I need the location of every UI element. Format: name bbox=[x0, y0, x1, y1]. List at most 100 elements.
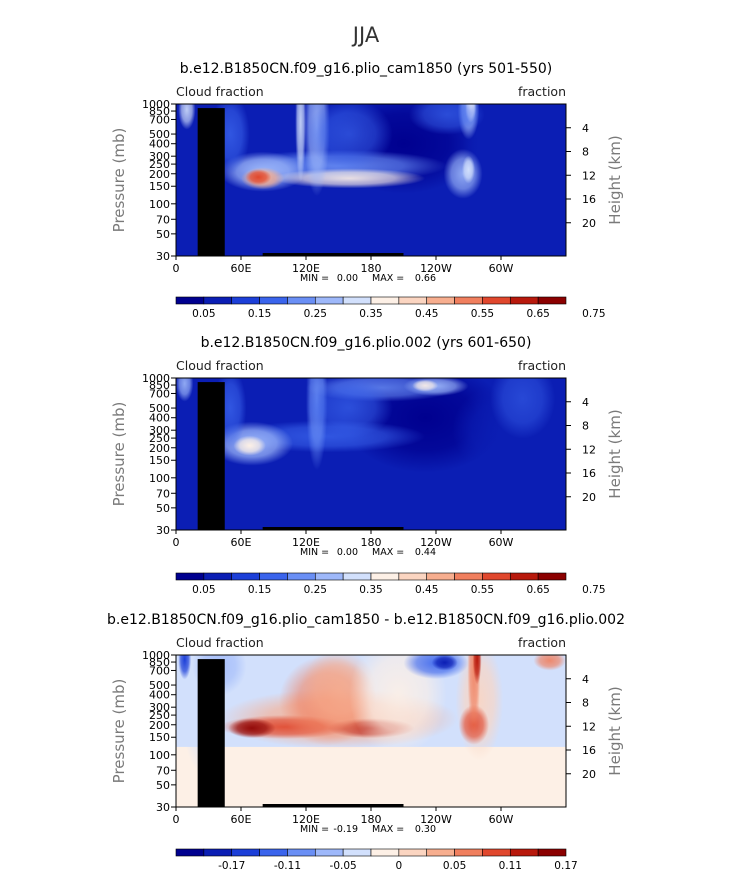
colorbar-label: 0.65 bbox=[526, 584, 549, 596]
min-value: 0.00 bbox=[337, 547, 358, 558]
contour-region bbox=[295, 104, 306, 183]
colorbar-swatch bbox=[314, 572, 344, 581]
colorbar-label: 0.05 bbox=[192, 584, 215, 596]
y-tick-label: 850 bbox=[149, 656, 170, 669]
y-tick-label: 150 bbox=[149, 454, 170, 467]
colorbar-swatch bbox=[398, 296, 428, 305]
topography bbox=[262, 804, 404, 807]
colorbar-label: 0.05 bbox=[192, 308, 215, 320]
colorbar-swatch bbox=[259, 572, 288, 581]
y-tick-label: 200 bbox=[149, 442, 170, 455]
y-tick-label: 300 bbox=[149, 150, 170, 163]
height-tick-label: 20 bbox=[582, 217, 596, 230]
y-tick-label: 150 bbox=[149, 180, 170, 193]
height-tick-label: 4 bbox=[582, 396, 589, 409]
colorbar-swatch bbox=[454, 848, 483, 857]
y-tick-label: 1000 bbox=[142, 98, 170, 111]
colorbar-label: 0.11 bbox=[499, 860, 522, 872]
colorbar-label: 0.35 bbox=[359, 308, 382, 320]
colorbar-swatch bbox=[454, 572, 483, 581]
x-tick-label: 60E bbox=[231, 536, 252, 549]
y-tick-label: 200 bbox=[149, 168, 170, 181]
colorbar-swatch bbox=[370, 296, 400, 305]
max-label: MAX = bbox=[372, 547, 404, 558]
x-tick-label: 0 bbox=[173, 813, 180, 826]
colorbar-label: -0.05 bbox=[330, 860, 357, 872]
y-tick-label: 100 bbox=[149, 749, 170, 762]
colorbar-swatch bbox=[509, 848, 539, 857]
colorbar-label: -0.11 bbox=[274, 860, 301, 872]
height-tick-label: 20 bbox=[582, 768, 596, 781]
panel-1: b.e12.B1850CN.f09_g16.plio_cam1850 (yrs … bbox=[110, 61, 624, 320]
colorbar-swatch bbox=[454, 296, 483, 305]
colorbar-label: 0.55 bbox=[471, 308, 494, 320]
contour-region bbox=[408, 104, 485, 135]
y-tick-label: 70 bbox=[156, 764, 170, 777]
colorbar-swatch bbox=[342, 296, 372, 305]
colorbar-swatch bbox=[231, 572, 260, 581]
colorbar-swatch bbox=[426, 296, 455, 305]
y-tick-label: 1000 bbox=[142, 649, 170, 662]
colorbar-swatch bbox=[314, 296, 344, 305]
contour-region bbox=[472, 655, 482, 685]
x-tick-label: 120E bbox=[292, 536, 320, 549]
y-tick-label: 30 bbox=[156, 524, 170, 537]
y-tick-label: 250 bbox=[149, 158, 170, 171]
y-tick-label: 100 bbox=[149, 472, 170, 485]
min-value: 0.00 bbox=[337, 273, 358, 284]
x-tick-label: 60W bbox=[489, 262, 514, 275]
max-label: MAX = bbox=[372, 273, 404, 284]
panel-title: b.e12.B1850CN.f09_g16.plio_cam1850 (yrs … bbox=[180, 61, 552, 77]
colorbar-swatch bbox=[342, 848, 372, 857]
min-label: MIN = bbox=[300, 824, 329, 835]
x-tick-label: 120E bbox=[292, 813, 320, 826]
height-tick-label: 4 bbox=[582, 673, 589, 686]
colorbar-swatch bbox=[482, 848, 511, 857]
contour-region bbox=[412, 379, 439, 392]
y-tick-label: 700 bbox=[149, 664, 170, 677]
colorbar-swatch bbox=[203, 572, 233, 581]
contour-region bbox=[273, 168, 426, 189]
y-tick-label: 50 bbox=[156, 228, 170, 241]
min-label: MIN = bbox=[300, 547, 329, 558]
colorbar-swatch bbox=[537, 572, 567, 581]
colorbar-swatch bbox=[509, 296, 539, 305]
height-tick-label: 12 bbox=[582, 443, 596, 456]
x-tick-label: 120W bbox=[420, 536, 452, 549]
y-axis-right-title: Height (km) bbox=[606, 135, 624, 224]
height-tick-label: 8 bbox=[582, 146, 589, 159]
colorbar-label: 0.75 bbox=[582, 584, 605, 596]
max-value: 0.66 bbox=[415, 273, 436, 284]
y-tick-label: 250 bbox=[149, 709, 170, 722]
y-axis-right-title: Height (km) bbox=[606, 409, 624, 498]
y-tick-label: 1000 bbox=[142, 372, 170, 385]
colorbar-swatch bbox=[426, 848, 455, 857]
contour-region bbox=[349, 655, 447, 755]
colorbar-label: 0.45 bbox=[415, 584, 438, 596]
y-tick-label: 700 bbox=[149, 113, 170, 126]
contour-region bbox=[490, 378, 556, 439]
contour-region bbox=[306, 104, 393, 170]
colorbar-swatch bbox=[175, 296, 205, 305]
colorbar-label: 0.25 bbox=[304, 584, 327, 596]
x-tick-label: 60W bbox=[489, 536, 514, 549]
height-tick-label: 16 bbox=[582, 467, 596, 480]
panel-title: b.e12.B1850CN.f09_g16.plio_cam1850 - b.e… bbox=[107, 612, 625, 628]
y-tick-label: 100 bbox=[149, 198, 170, 211]
colorbar-swatch bbox=[259, 848, 288, 857]
colorbar-swatch bbox=[175, 572, 205, 581]
colorbar-label: 0.25 bbox=[304, 308, 327, 320]
y-tick-label: 300 bbox=[149, 424, 170, 437]
super-title: JJA bbox=[351, 23, 380, 47]
x-tick-label: 180 bbox=[361, 536, 382, 549]
height-tick-label: 4 bbox=[582, 122, 589, 135]
colorbar-swatch bbox=[231, 848, 260, 857]
max-value: 0.30 bbox=[415, 824, 436, 835]
contour-region bbox=[462, 155, 475, 184]
y-tick-label: 300 bbox=[149, 701, 170, 714]
colorbar-label: 0.65 bbox=[526, 308, 549, 320]
height-tick-label: 8 bbox=[582, 420, 589, 433]
contour-region bbox=[178, 104, 196, 130]
y-tick-label: 500 bbox=[149, 679, 170, 692]
